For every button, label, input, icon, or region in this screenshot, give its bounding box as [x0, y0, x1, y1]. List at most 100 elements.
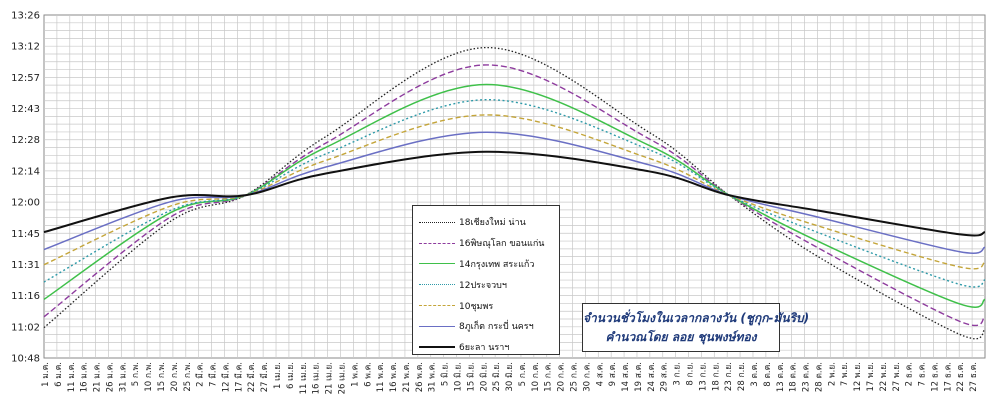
x-tick-label: 1 ม.ค.	[41, 362, 51, 387]
x-tick-label: 11 พ.ค.	[376, 362, 386, 392]
x-tick-label: 8 ต.ค.	[763, 362, 773, 387]
x-tick-label: 1 เม.ย.	[273, 362, 283, 389]
legend-label: 10ชุมพร	[459, 301, 494, 312]
legend-swatch	[419, 346, 455, 349]
x-tick-label: 15 มิ.ย.	[466, 362, 476, 392]
annotation-author: คำนวณโดย ลอย ชุนพงษ์ทอง	[605, 330, 757, 344]
legend-swatch	[419, 221, 455, 223]
x-tick-label: 13 ต.ค.	[776, 362, 786, 392]
x-tick-label: 16 เม.ย.	[312, 362, 322, 394]
y-tick-label: 10:48	[11, 354, 40, 365]
x-tick-label: 20 ก.พ.	[170, 362, 180, 392]
x-tick-label: 16 ม.ค.	[80, 362, 90, 392]
x-tick-label: 26 ม.ค.	[105, 362, 115, 392]
x-tick-label: 10 ก.พ.	[144, 362, 154, 392]
x-tick-label: 23 ต.ค.	[802, 362, 812, 392]
series-line	[43, 64, 986, 327]
legend-swatch	[419, 305, 455, 307]
y-tick-label: 12:00	[11, 198, 40, 209]
x-tick-label: 21 ม.ค.	[93, 362, 103, 392]
legend-item: 18เชียงใหม่ น่าน	[419, 212, 555, 233]
x-tick-label: 19 ส.ค.	[634, 362, 644, 392]
series-layer	[43, 46, 986, 340]
x-tick-label: 30 มิ.ย.	[505, 362, 515, 392]
x-tick-label: 11 เม.ย.	[299, 362, 309, 394]
x-tick-label: 25 ก.ค.	[570, 362, 580, 392]
legend-label: 8ภูเก็ต กระบี่ นครฯ	[459, 322, 534, 333]
y-tick-label: 12:14	[11, 166, 40, 177]
x-tick-label: 2 พ.ย.	[827, 362, 837, 386]
y-tick-label: 11:16	[11, 291, 40, 302]
x-tick-label: 25 มิ.ย.	[492, 362, 502, 392]
x-tick-label: 16 พ.ค.	[389, 362, 399, 392]
x-tick-label: 14 ส.ค.	[621, 362, 631, 392]
series-line	[43, 114, 986, 270]
y-axis: 10:48 11:02 11:16 11:31 11:45 12:00 12:14 12:28…	[11, 11, 40, 365]
legend: 18เชียงใหม่ น่าน 16พิษณุโลก ขอนแก่น 14กร…	[412, 205, 560, 355]
x-tick-label: 4 ส.ค.	[595, 362, 605, 386]
x-tick-label: 31 พ.ค.	[428, 362, 438, 392]
x-tick-label: 17 มี.ค.	[233, 362, 244, 392]
legend-label: 16พิษณุโลก ขอนแก่น	[459, 239, 545, 250]
legend-swatch	[419, 325, 455, 327]
x-tick-label: 6 ม.ค.	[54, 362, 64, 387]
x-axis: 1 ม.ค. 6 ม.ค. 11 ม.ค. 16 ม.ค. 21 ม.ค. 26 ม.ค.…	[41, 362, 979, 394]
x-tick-label: 13 ก.ย.	[698, 362, 708, 391]
x-tick-label: 3 ก.ย.	[673, 362, 683, 386]
x-tick-label: 3 ต.ค.	[750, 362, 760, 387]
x-tick-label: 28 ต.ค.	[814, 362, 824, 392]
x-tick-label: 18 ต.ค.	[789, 362, 799, 392]
x-tick-label: 1 พ.ค.	[350, 362, 360, 387]
x-tick-label: 27 ธ.ค.	[969, 362, 979, 392]
x-tick-label: 12 มี.ค.	[220, 362, 231, 392]
legend-item: 8ภูเก็ต กระบี่ นครฯ	[419, 316, 555, 337]
y-tick-label: 13:26	[11, 11, 40, 22]
x-tick-label: 31 ม.ค.	[118, 362, 128, 392]
x-tick-label: 18 ก.ย.	[711, 362, 721, 391]
x-tick-label: 22 พ.ย.	[879, 362, 889, 392]
x-tick-label: 2 ธ.ค.	[905, 362, 915, 386]
x-tick-label: 22 ธ.ค.	[956, 362, 966, 392]
legend-item: 14กรุงเทพ สระแก้ว	[419, 254, 555, 275]
x-tick-label: 30 ก.ค.	[582, 362, 592, 392]
x-tick-label: 28 ก.ย.	[737, 362, 747, 391]
series-line	[43, 46, 986, 340]
x-tick-label: 5 ก.พ.	[131, 362, 141, 386]
legend-swatch	[419, 242, 455, 244]
x-tick-label: 6 เม.ย.	[286, 362, 296, 389]
x-tick-label: 20 ก.ค.	[557, 362, 567, 392]
x-tick-label: 6 พ.ค.	[363, 362, 373, 387]
x-tick-label: 11 ม.ค.	[67, 362, 77, 392]
x-tick-label: 17 พ.ย.	[866, 362, 876, 392]
series-line	[43, 98, 986, 288]
x-tick-label: 26 พ.ค.	[415, 362, 425, 392]
x-tick-label: 7 พ.ย.	[840, 362, 850, 386]
x-tick-label: 27 มี.ค.	[259, 362, 270, 392]
series-line	[43, 131, 986, 254]
x-tick-label: 9 ส.ค.	[608, 362, 618, 386]
x-tick-label: 8 ก.ย.	[686, 362, 696, 386]
x-tick-label: 20 มิ.ย.	[479, 362, 489, 392]
x-tick-label: 5 มิ.ย.	[441, 362, 451, 386]
x-tick-label: 10 ก.ค.	[531, 362, 541, 392]
x-tick-label: 7 ธ.ค.	[918, 362, 928, 386]
x-tick-label: 2 มี.ค.	[195, 362, 206, 387]
x-tick-label: 12 พ.ย.	[853, 362, 863, 392]
x-tick-label: 29 ส.ค.	[660, 362, 670, 392]
x-tick-label: 15 ก.พ.	[157, 362, 167, 392]
legend-label: 12ประจวบฯ	[459, 280, 507, 291]
series-line	[43, 150, 986, 237]
legend-label: 14กรุงเทพ สระแก้ว	[459, 259, 535, 270]
y-tick-label: 12:43	[11, 104, 40, 115]
legend-item: 6ยะลา นราฯ	[419, 337, 555, 358]
legend-label: 18เชียงใหม่ น่าน	[459, 218, 526, 229]
x-tick-label: 27 พ.ย.	[892, 362, 902, 392]
y-tick-label: 11:45	[11, 229, 40, 240]
y-tick-label: 11:31	[11, 260, 40, 271]
x-tick-label: 17 ธ.ค.	[943, 362, 953, 392]
x-tick-label: 22 มี.ค.	[246, 362, 257, 392]
x-tick-label: 21 พ.ค.	[402, 362, 412, 392]
y-tick-label: 13:12	[11, 42, 40, 53]
x-tick-label: 24 ส.ค.	[647, 362, 657, 392]
